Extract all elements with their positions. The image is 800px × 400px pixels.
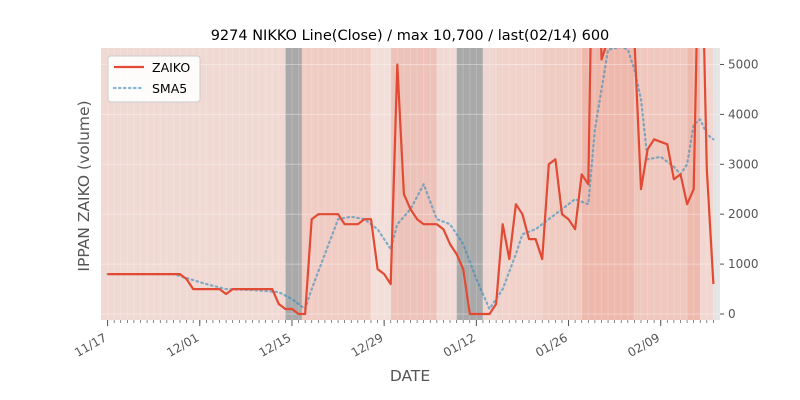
shaded-band-6 [456, 48, 483, 320]
chart-title: 9274 NIKKO Line(Close) / max 10,700 / la… [211, 28, 610, 44]
x-tick-label-1: 12/01 [164, 330, 201, 359]
legend-label-sma5: SMA5 [152, 81, 187, 96]
x-tick-label-0: 11/17 [72, 330, 109, 359]
y-axis-label: IPPAN ZAIKO (volume) [75, 100, 93, 271]
legend-label-zaiko: ZAIKO [152, 60, 190, 75]
y-tick-label-0: 0 [728, 307, 736, 321]
x-tick-label-2: 12/15 [257, 330, 294, 359]
plot-area: 0 1000 2000 3000 4000 5000 11/17 12/01 12/15 12/2… [72, 48, 759, 360]
shaded-band-1 [285, 48, 302, 320]
shaded-band-5 [436, 48, 457, 320]
grid-lines [101, 63, 720, 315]
series-line-zaiko [107, 48, 715, 316]
x-tick-label-5: 01/26 [533, 330, 570, 359]
y-tick-label-3: 3000 [728, 157, 759, 171]
x-tick-label-3: 12/29 [349, 330, 386, 359]
x-tick-label-6: 02/09 [625, 330, 662, 359]
x-tick-label-4: 01/12 [441, 330, 478, 359]
y-tick-label-2: 2000 [728, 207, 759, 221]
y-tick-label-1: 1000 [728, 257, 759, 271]
shaded-band-9 [542, 48, 582, 320]
series-lines [106, 48, 715, 316]
series-line-sma5 [106, 48, 715, 311]
shaded-band-11 [634, 48, 688, 320]
shaded-band-8 [496, 48, 543, 320]
y-tick-label-4: 4000 [728, 107, 759, 121]
legend: ZAIKO SMA5 [107, 55, 201, 103]
y-tick-label-5: 5000 [728, 57, 759, 71]
shaded-band-7 [482, 48, 497, 320]
shaded-band-2 [301, 48, 371, 320]
x-axis-label: DATE [390, 367, 430, 385]
